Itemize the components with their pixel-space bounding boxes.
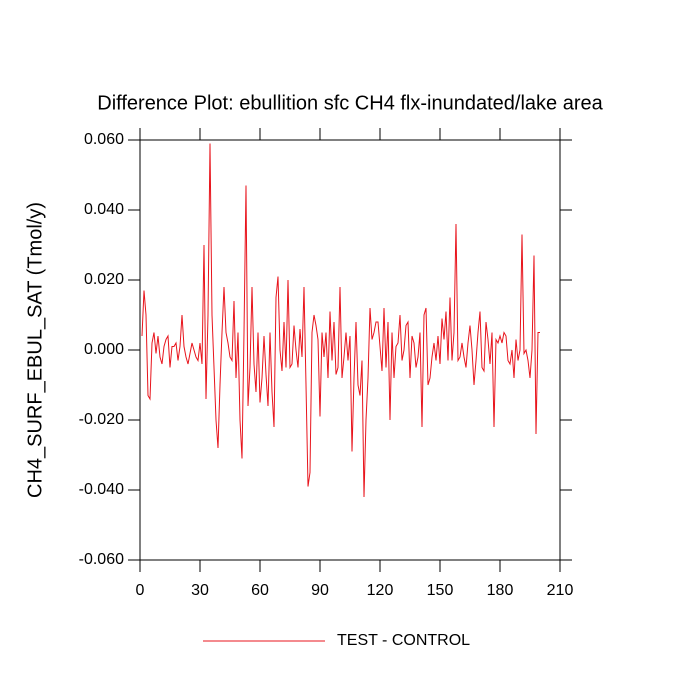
x-tick-label: 120: [367, 582, 394, 599]
legend-label: TEST - CONTROL: [337, 632, 470, 649]
y-tick-label: -0.040: [79, 481, 124, 498]
y-tick-label: -0.060: [79, 551, 124, 568]
data-line: [141, 143, 540, 498]
y-axis-label: CH4_SURF_EBUL_SAT (Tmol/y): [24, 202, 46, 498]
chart-title: Difference Plot: ebullition sfc CH4 flx-…: [97, 92, 603, 114]
y-tick-label: 0.040: [84, 201, 124, 218]
y-tick-label: -0.020: [79, 411, 124, 428]
y-tick-label: 0.000: [84, 341, 124, 358]
x-tick-label: 210: [547, 582, 574, 599]
x-tick-label: 150: [427, 582, 454, 599]
y-tick-label: 0.060: [84, 131, 124, 148]
x-tick-label: 180: [487, 582, 514, 599]
x-tick-label: 0: [136, 582, 145, 599]
x-tick-label: 60: [251, 582, 269, 599]
x-tick-label: 30: [191, 582, 209, 599]
y-tick-label: 0.020: [84, 271, 124, 288]
x-tick-label: 90: [311, 582, 329, 599]
